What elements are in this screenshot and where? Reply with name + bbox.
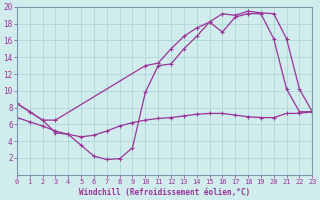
X-axis label: Windchill (Refroidissement éolien,°C): Windchill (Refroidissement éolien,°C) — [79, 188, 250, 197]
